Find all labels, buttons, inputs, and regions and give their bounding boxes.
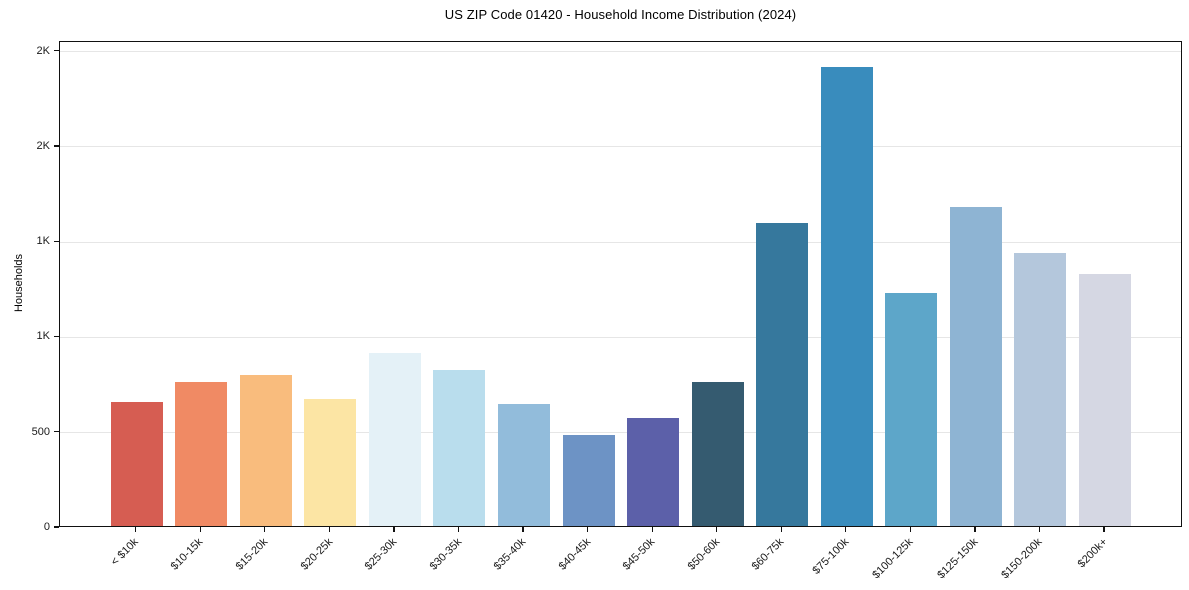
bar-60-75k xyxy=(756,222,809,526)
y-tick-mark xyxy=(54,49,59,52)
x-tick-mark xyxy=(135,527,137,532)
y-tick-mark xyxy=(54,526,59,528)
y-axis-label: Households xyxy=(13,253,25,313)
bar-50-60k xyxy=(691,382,744,526)
x-tick-label: $100-125k xyxy=(870,536,916,582)
bar-10-15k xyxy=(175,382,228,526)
y-tick-label: 1K xyxy=(36,330,50,343)
x-tick-label: $10-15k xyxy=(169,536,206,573)
y-tick-label: 500 xyxy=(31,425,50,438)
y-tick-mark xyxy=(54,240,59,242)
bar-45-50k xyxy=(627,418,680,526)
x-tick-mark xyxy=(328,527,331,532)
bar-25-30k xyxy=(368,352,421,526)
x-tick-mark xyxy=(1103,527,1105,532)
x-tick-mark xyxy=(780,527,782,532)
x-tick-label: < $10k xyxy=(109,536,142,569)
x-tick-label: $45-50k xyxy=(620,536,658,573)
bar-35-40k xyxy=(498,404,550,526)
x-tick-label: $150-200k xyxy=(999,536,1045,582)
gridline xyxy=(60,336,1181,338)
x-tick-label: $35-40k xyxy=(491,536,529,573)
chart-title: US ZIP Code 01420 - Household Income Dis… xyxy=(444,7,797,22)
y-tick-label: 0 xyxy=(43,521,50,533)
bar-200k xyxy=(1078,274,1131,526)
x-tick-label: $30-35k xyxy=(427,536,464,573)
x-tick-mark xyxy=(651,527,653,532)
bar-125-150k xyxy=(949,206,1002,526)
bar-15-20k xyxy=(239,375,292,526)
x-tick-mark xyxy=(199,527,201,532)
y-tick-label: 2K xyxy=(36,139,50,152)
x-tick-label: $200k+ xyxy=(1075,536,1110,571)
x-tick-mark xyxy=(586,527,589,532)
gridline xyxy=(60,146,1181,148)
y-tick-mark xyxy=(54,145,59,147)
bar-75-100k xyxy=(820,66,873,526)
x-tick-label: $50-60k xyxy=(685,536,723,573)
x-tick-mark xyxy=(716,527,718,532)
x-tick-mark xyxy=(393,527,395,532)
x-tick-label: $125-150k xyxy=(935,536,981,582)
x-tick-label: $25-30k xyxy=(362,536,400,573)
x-tick-mark xyxy=(1038,527,1041,532)
x-tick-mark xyxy=(909,527,911,532)
y-tick-mark xyxy=(54,431,59,433)
gridline xyxy=(60,432,1181,434)
y-tick-label: 1K xyxy=(36,235,50,248)
x-tick-label: $75-100k xyxy=(810,536,852,577)
x-tick-mark xyxy=(974,527,976,532)
bar-40-45k xyxy=(562,435,615,526)
bar-150-200k xyxy=(1014,253,1067,526)
y-tick-label: 2K xyxy=(36,44,50,57)
y-tick-mark xyxy=(54,335,59,338)
x-tick-mark xyxy=(522,527,524,532)
bar-20-25k xyxy=(304,399,357,526)
plot-area xyxy=(59,41,1182,527)
bar-10k xyxy=(110,402,163,526)
x-tick-label: $40-45k xyxy=(556,536,594,573)
x-tick-mark xyxy=(845,527,847,532)
bar-100-125k xyxy=(885,293,938,526)
x-tick-mark xyxy=(457,527,460,532)
x-tick-label: $20-25k xyxy=(298,536,335,573)
x-tick-label: $60-75k xyxy=(750,536,787,573)
bar-30-35k xyxy=(433,369,486,526)
gridline xyxy=(60,241,1181,243)
x-tick-mark xyxy=(264,527,266,532)
x-tick-label: $15-20k xyxy=(233,536,271,573)
gridline xyxy=(60,51,1181,53)
